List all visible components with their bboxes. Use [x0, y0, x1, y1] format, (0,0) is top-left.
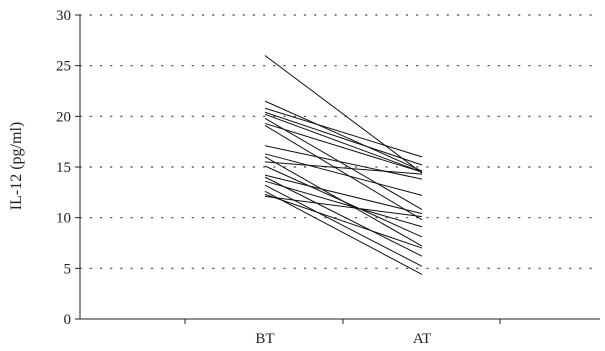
- series-line-10: [264, 153, 423, 196]
- series-line-19: [264, 193, 423, 249]
- x-tick-label-AT: AT: [413, 331, 431, 347]
- y-tick-label-0: 0: [64, 312, 72, 328]
- series-line-4: [264, 111, 423, 166]
- y-tick-label-15: 15: [56, 160, 71, 176]
- series-line-18: [264, 190, 423, 275]
- series-line-14: [264, 174, 423, 215]
- y-tick-label-10: 10: [56, 211, 71, 227]
- y-tick-label-25: 25: [56, 59, 71, 75]
- axes: [79, 15, 600, 320]
- series-line-6: [264, 117, 423, 210]
- series-line-7: [264, 122, 423, 173]
- x-ticks: BT AT: [184, 319, 501, 347]
- series-line-1: [264, 55, 423, 174]
- series-line-5: [264, 113, 423, 173]
- series-line-3: [264, 107, 423, 158]
- series-line-16: [264, 180, 423, 228]
- y-ticks: 0 5 10 15 20 25 30: [56, 8, 80, 328]
- series-line-15: [264, 176, 423, 257]
- series-line-12: [264, 161, 423, 175]
- y-axis-label: IL-12 (pg/ml): [8, 122, 25, 210]
- series-line-17: [264, 184, 423, 267]
- series-lines: [264, 55, 423, 275]
- series-line-9: [264, 145, 423, 180]
- series-line-8: [264, 125, 423, 221]
- series-line-2: [264, 100, 423, 172]
- y-tick-label-5: 5: [64, 261, 72, 277]
- series-line-13: [264, 165, 423, 238]
- series-line-20: [264, 195, 423, 218]
- x-tick-label-BT: BT: [255, 331, 274, 347]
- y-tick-label-20: 20: [56, 109, 71, 125]
- y-tick-label-30: 30: [56, 8, 71, 24]
